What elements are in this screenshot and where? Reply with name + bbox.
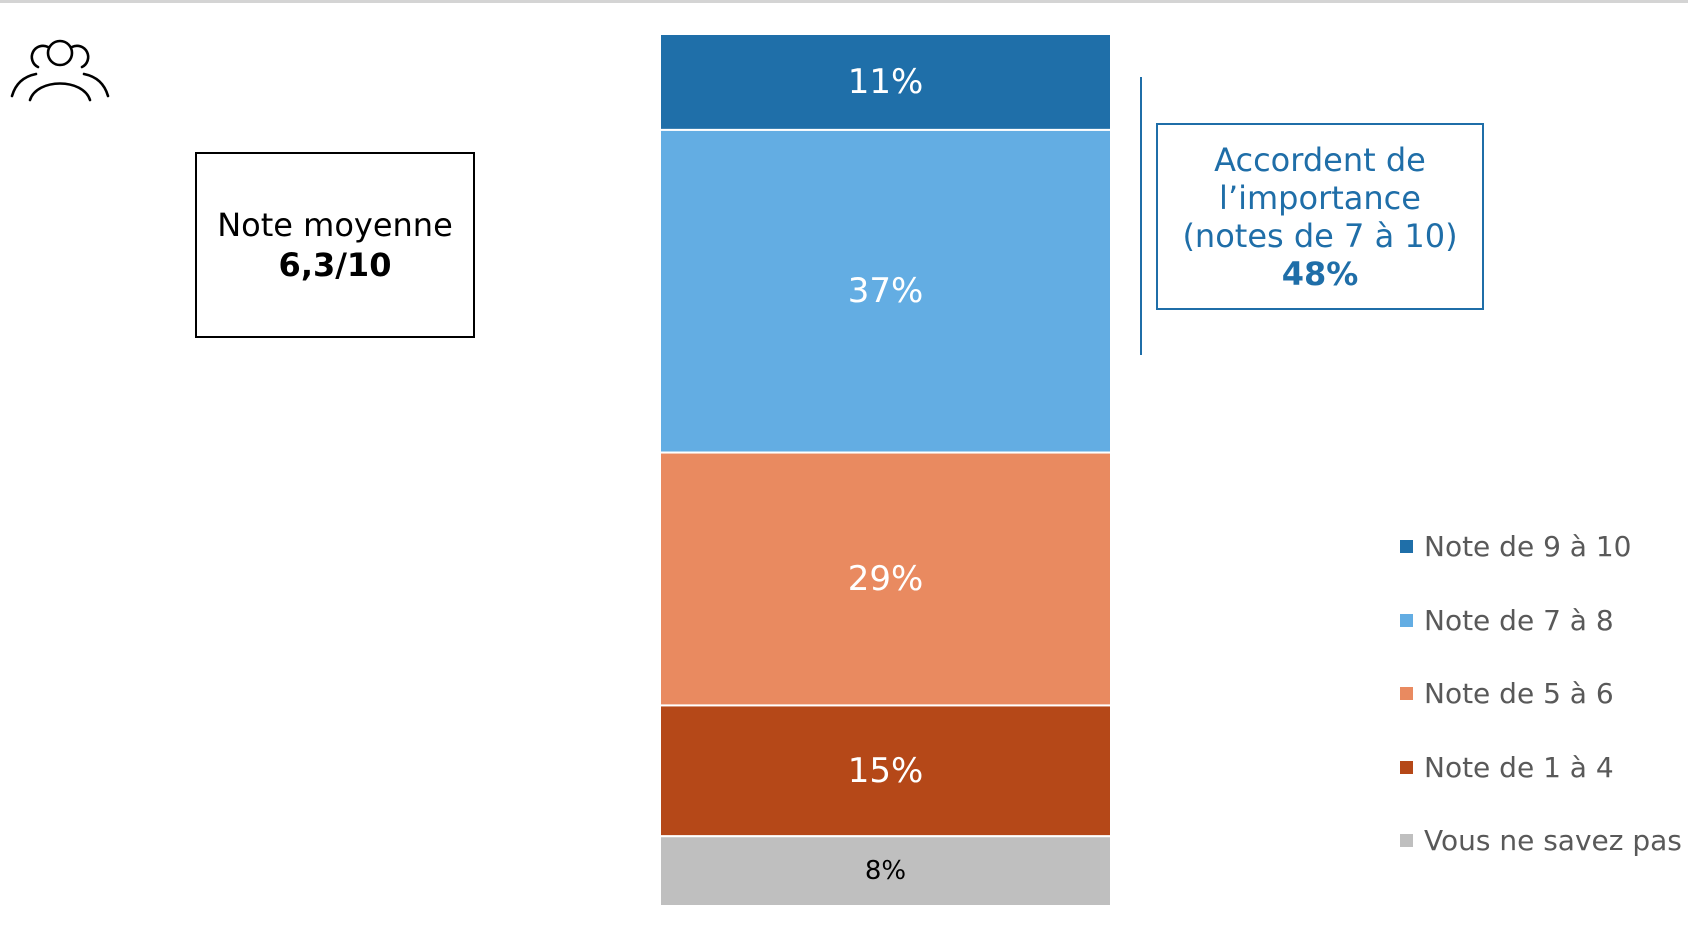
legend-label: Note de 9 à 10 <box>1424 530 1632 563</box>
data-label-4: 15% <box>848 751 924 791</box>
legend-label: Note de 7 à 8 <box>1424 603 1614 637</box>
importance-bracket <box>1140 77 1142 355</box>
legend-swatch <box>1400 760 1413 774</box>
legend-item-3: Note de 5 à 6 <box>1400 677 1614 710</box>
legend-label: Note de 1 à 4 <box>1424 750 1614 784</box>
importance-line-3: (notes de 7 à 10) <box>1182 216 1458 255</box>
legend-item-4: Note de 1 à 4 <box>1400 751 1614 784</box>
bar-segment-3 <box>659 451 1112 707</box>
importance-value: 48% <box>1281 254 1359 293</box>
average-score-box: Note moyenne 6,3/10 <box>195 152 475 338</box>
importance-line-1: Accordent de <box>1214 140 1426 179</box>
data-label-3: 29% <box>848 559 924 599</box>
data-label-2: 37% <box>848 271 924 311</box>
legend-swatch <box>1400 540 1413 553</box>
average-score-label: Note moyenne <box>217 206 453 244</box>
top-divider <box>0 0 1688 3</box>
bar-segment-4 <box>659 704 1112 838</box>
data-label-1: 11% <box>848 62 924 102</box>
importance-callout: Accordent de l’importance (notes de 7 à … <box>1156 123 1484 310</box>
legend-item-1: Note de 9 à 10 <box>1400 530 1631 563</box>
people-group-icon <box>10 39 110 102</box>
legend-swatch <box>1400 613 1413 627</box>
legend-swatch <box>1400 687 1413 700</box>
importance-line-2: l’importance <box>1219 178 1421 217</box>
legend-label: Vous ne savez pas <box>1424 824 1682 857</box>
legend-label: Note de 5 à 6 <box>1424 677 1614 710</box>
legend-item-5: Vous ne savez pas <box>1400 824 1682 857</box>
legend-swatch <box>1400 834 1413 847</box>
bar-segment-2 <box>659 128 1112 454</box>
average-score-value: 6,3/10 <box>278 246 392 284</box>
bar-segment-5 <box>659 835 1112 907</box>
data-label-5: 8% <box>865 856 906 886</box>
bar-segment-1 <box>659 33 1112 131</box>
legend-item-2: Note de 7 à 8 <box>1400 604 1614 637</box>
